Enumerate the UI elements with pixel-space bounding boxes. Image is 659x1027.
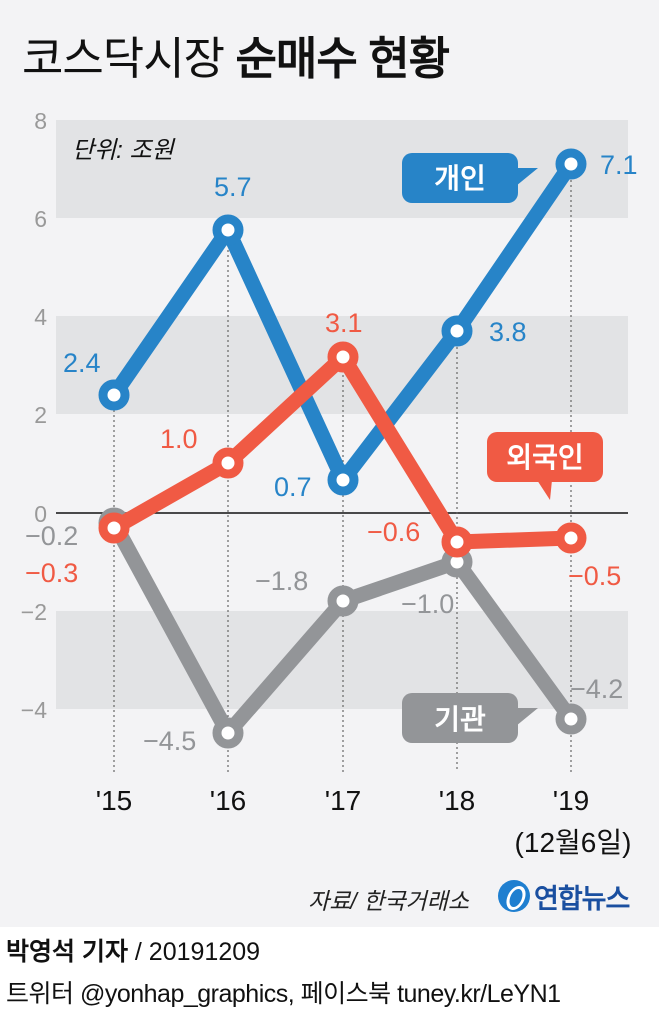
data-label: −1.0 xyxy=(401,589,454,619)
data-label: 5.7 xyxy=(214,172,252,202)
data-label: −1.8 xyxy=(255,566,308,596)
title-light: 코스닥시장 xyxy=(22,33,225,84)
credit-line: 박영석 기자 / 20191209 xyxy=(6,932,260,968)
x-tick: '16 xyxy=(210,785,247,816)
legend-callout-institution: 기관 xyxy=(402,693,538,743)
legend-callout-individual: 개인 xyxy=(402,153,538,203)
y-tick: 8 xyxy=(34,108,47,134)
legend-label: 외국인 xyxy=(506,442,583,473)
y-tick: 0 xyxy=(34,501,47,527)
x-tick: '17 xyxy=(325,785,362,816)
labels-institution: −0.2 −4.5 −1.8 −1.0 −4.2 xyxy=(25,521,623,756)
y-tick: 2 xyxy=(34,402,47,428)
y-tick: 4 xyxy=(34,304,47,330)
footer xyxy=(0,927,659,1027)
y-axis: 8 6 4 2 0 −2 −4 xyxy=(21,108,47,723)
x-axis: '15 '16 '17 '18 '19 (12월6일) xyxy=(96,785,632,858)
data-label: 7.1 xyxy=(600,150,638,180)
legend-label: 기관 xyxy=(434,704,486,735)
data-label: 2.4 xyxy=(63,348,101,378)
credit-separator: / xyxy=(127,938,149,966)
data-label: −0.2 xyxy=(25,521,78,551)
x-tick: '15 xyxy=(96,785,133,816)
chart-title: 코스닥시장 순매수 현황 xyxy=(22,22,451,87)
reporter-name: 박영석 기자 xyxy=(6,938,128,966)
x-tick-note: (12월6일) xyxy=(515,827,632,858)
x-tick: '18 xyxy=(439,785,476,816)
data-label: 3.8 xyxy=(489,317,527,347)
series-markers-foreigner xyxy=(98,341,587,558)
data-label: −4.5 xyxy=(143,726,196,756)
data-label: −4.2 xyxy=(570,674,623,704)
data-label: 3.1 xyxy=(325,308,363,338)
yonhap-logo: 연합뉴스 xyxy=(498,876,630,916)
y-tick: −2 xyxy=(21,599,47,625)
data-label: 1.0 xyxy=(160,424,198,454)
unit-label: 단위: 조원 xyxy=(72,137,176,164)
legend-callout-foreigner: 외국인 xyxy=(487,432,603,500)
x-tick: '19 xyxy=(553,785,590,816)
title-bold: 순매수 현황 xyxy=(235,33,451,84)
source-label: 자료/ 한국거래소 xyxy=(308,888,469,914)
social-links: 트위터 @yonhap_graphics, 페이스북 tuney.kr/LeYN… xyxy=(6,980,561,1008)
series-markers-individual xyxy=(98,148,587,496)
publish-date: 20191209 xyxy=(148,938,261,966)
labels-individual: 2.4 5.7 0.7 3.8 7.1 xyxy=(63,150,638,502)
data-label: −0.3 xyxy=(25,558,78,588)
data-label: −0.6 xyxy=(367,517,420,547)
labels-foreigner: −0.3 1.0 3.1 −0.6 −0.5 xyxy=(25,308,621,591)
y-tick: −4 xyxy=(21,697,47,723)
yonhap-logo-text: 연합뉴스 xyxy=(534,883,630,914)
y-tick: 6 xyxy=(34,206,47,232)
data-label: 0.7 xyxy=(274,472,312,502)
yonhap-logo-icon xyxy=(498,880,530,912)
line-chart: 8 6 4 2 0 −2 −4 단위: 조원 xyxy=(21,108,638,858)
data-label: −0.5 xyxy=(568,561,621,591)
legend-label: 개인 xyxy=(434,163,486,194)
